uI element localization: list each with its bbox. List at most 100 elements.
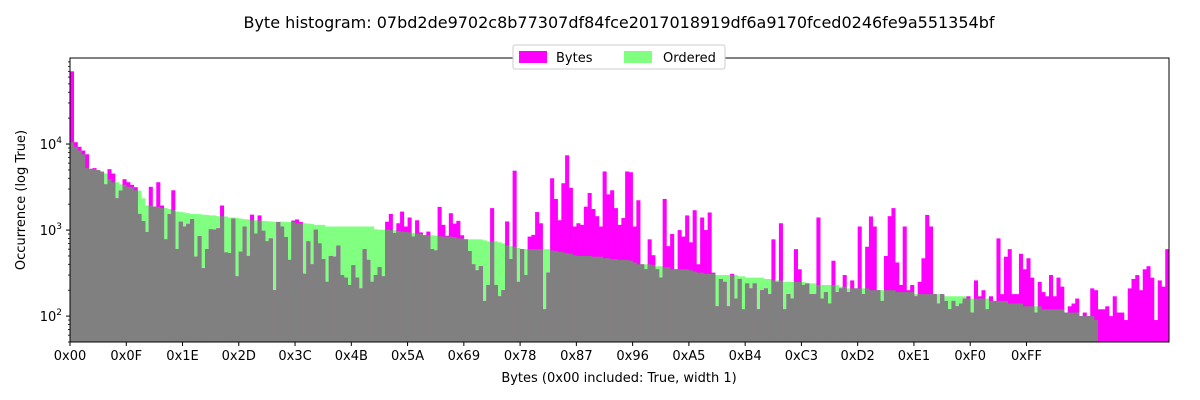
overlap-bar (730, 275, 735, 342)
overlap-bar (1071, 312, 1076, 342)
overlap-bar (216, 228, 221, 342)
overlap-bar (606, 258, 611, 342)
bytes-bar (1018, 253, 1024, 342)
x-tick-label: 0x4B (335, 349, 368, 364)
bytes-bar (1108, 316, 1114, 342)
overlap-bar (527, 249, 532, 342)
bytes-bar (902, 226, 907, 342)
overlap-bar (148, 205, 153, 342)
legend-box (512, 44, 726, 70)
overlap-bar (902, 292, 907, 342)
overlap-bar (111, 182, 116, 342)
overlap-bar (707, 273, 712, 342)
x-tick-label: 0x78 (504, 349, 537, 364)
x-tick-label: 0x87 (560, 349, 593, 364)
overlap-bar (107, 179, 112, 342)
overlap-bar (426, 235, 431, 342)
overlap-bar (1011, 303, 1016, 342)
legend-label-ordered: Ordered (663, 51, 716, 66)
overlap-bar (1041, 309, 1046, 342)
bytes-bar (1150, 277, 1155, 342)
overlap-bar (130, 187, 135, 342)
overlap-bar (591, 256, 596, 342)
bytes-bar (857, 226, 862, 342)
overlap-bar (377, 267, 382, 342)
overlap-bar (392, 233, 397, 342)
overlap-bar (677, 269, 682, 342)
overlap-bar (261, 230, 266, 342)
overlap-bar (1003, 300, 1009, 342)
overlap-bar (381, 276, 386, 342)
ordered-bar (347, 226, 352, 342)
overlap-bar (805, 283, 810, 342)
overlap-bar (422, 235, 427, 342)
overlap-bar (77, 150, 82, 342)
overlap-bar (205, 249, 210, 342)
overlap-bar (625, 259, 630, 342)
overlap-bar (433, 250, 438, 342)
overlap-bar (340, 275, 345, 342)
ordered-bar (741, 276, 746, 342)
overlap-bar (141, 221, 146, 342)
overlap-bar (741, 309, 746, 342)
overlap-bar (1056, 309, 1061, 342)
bytes-bar (1161, 286, 1166, 342)
plot-area (70, 71, 1170, 343)
overlap-bar (88, 168, 93, 342)
overlap-bar (655, 269, 660, 342)
ordered-bar (542, 249, 547, 342)
overlap-bar (632, 262, 637, 342)
overlap-bar (403, 231, 408, 342)
overlap-bar (235, 276, 240, 342)
overlap-bar (760, 290, 765, 342)
overlap-bar (891, 290, 896, 342)
overlap-bar (850, 288, 855, 342)
x-tick-label: 0xA5 (672, 349, 705, 364)
overlap-bar (812, 294, 817, 342)
overlap-bar (561, 252, 566, 342)
overlap-bar (182, 226, 187, 342)
overlap-bar (366, 259, 371, 342)
x-tick-label: 0x00 (54, 349, 87, 364)
overlap-bar (673, 269, 678, 342)
overlap-bar (103, 184, 108, 342)
overlap-bar (895, 292, 900, 342)
overlap-bar (1018, 303, 1024, 342)
overlap-bar (801, 284, 806, 342)
overlap-bar (268, 238, 273, 342)
overlap-bar (726, 306, 731, 342)
overlap-bar (163, 239, 168, 342)
overlap-bar (1090, 316, 1095, 342)
overlap-bar (583, 255, 588, 342)
bytes-bar (816, 217, 821, 342)
x-tick-label: 0xB4 (729, 349, 762, 364)
bytes-bar (1116, 312, 1121, 342)
overlap-bar (748, 288, 753, 342)
overlap-bar (291, 222, 296, 342)
overlap-bar (332, 256, 337, 342)
y-axis-label: Occurrence (log True) (14, 130, 29, 270)
overlap-bar (171, 210, 176, 342)
overlap-bar (921, 294, 926, 342)
overlap-bar (250, 220, 255, 342)
overlap-bar (955, 306, 960, 342)
overlap-bar (238, 251, 243, 342)
overlap-bar (602, 258, 607, 342)
overlap-bar (553, 251, 558, 342)
overlap-bar (898, 292, 903, 342)
overlap-bar (512, 246, 517, 342)
overlap-bar (962, 298, 967, 342)
overlap-bar (501, 290, 506, 342)
overlap-bar (865, 288, 870, 342)
overlap-bar (115, 198, 120, 342)
overlap-bar (1045, 309, 1050, 342)
overlap-bar (1067, 312, 1072, 342)
overlap-bar (516, 281, 521, 342)
overlap-bar (145, 231, 150, 342)
overlap-bar (460, 238, 465, 342)
overlap-bar (853, 288, 858, 342)
overlap-bar (887, 290, 892, 342)
overlap-bar (587, 255, 592, 342)
overlap-bar (276, 222, 281, 342)
overlap-bar (437, 236, 442, 342)
